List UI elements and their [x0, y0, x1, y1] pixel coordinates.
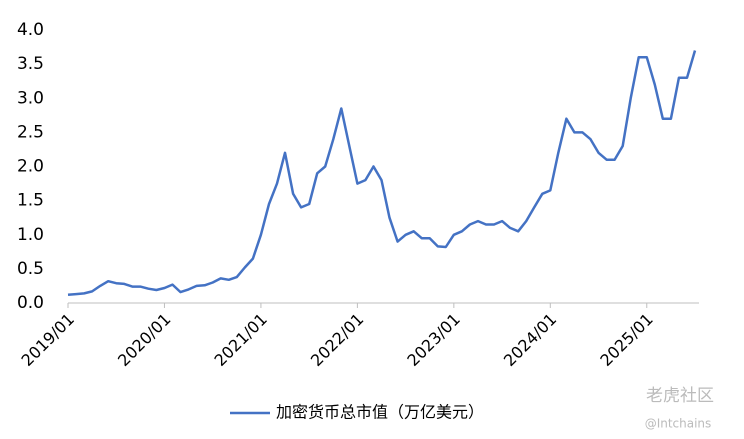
y-tick-label: 2.5	[17, 122, 44, 142]
y-tick-label: 3.0	[17, 88, 44, 108]
legend-label: 加密货币总市值（万亿美元）	[276, 403, 484, 422]
y-tick-label: 2.0	[17, 157, 44, 177]
x-tick-label: 2021/01	[210, 310, 270, 370]
watermark-brand: 老虎社区	[646, 386, 714, 406]
x-tick-label: 2022/01	[307, 310, 367, 370]
y-tick-label: 1.0	[17, 225, 44, 245]
x-tick-label: 2019/01	[18, 310, 78, 370]
series-line	[67, 50, 697, 297]
y-tick-label: 1.5	[17, 191, 44, 211]
y-tick-label: 0.5	[17, 259, 44, 279]
x-tick-label: 2025/01	[596, 310, 656, 370]
y-tick-label: 3.5	[17, 54, 44, 74]
y-tick-label: 0.0	[17, 293, 44, 313]
y-tick-label: 4.0	[17, 20, 44, 40]
watermark-handle: @Intchains	[645, 417, 712, 431]
x-tick-label: 2024/01	[500, 310, 560, 370]
x-tick-label: 2020/01	[114, 310, 174, 370]
x-tick-label: 2023/01	[403, 310, 463, 370]
